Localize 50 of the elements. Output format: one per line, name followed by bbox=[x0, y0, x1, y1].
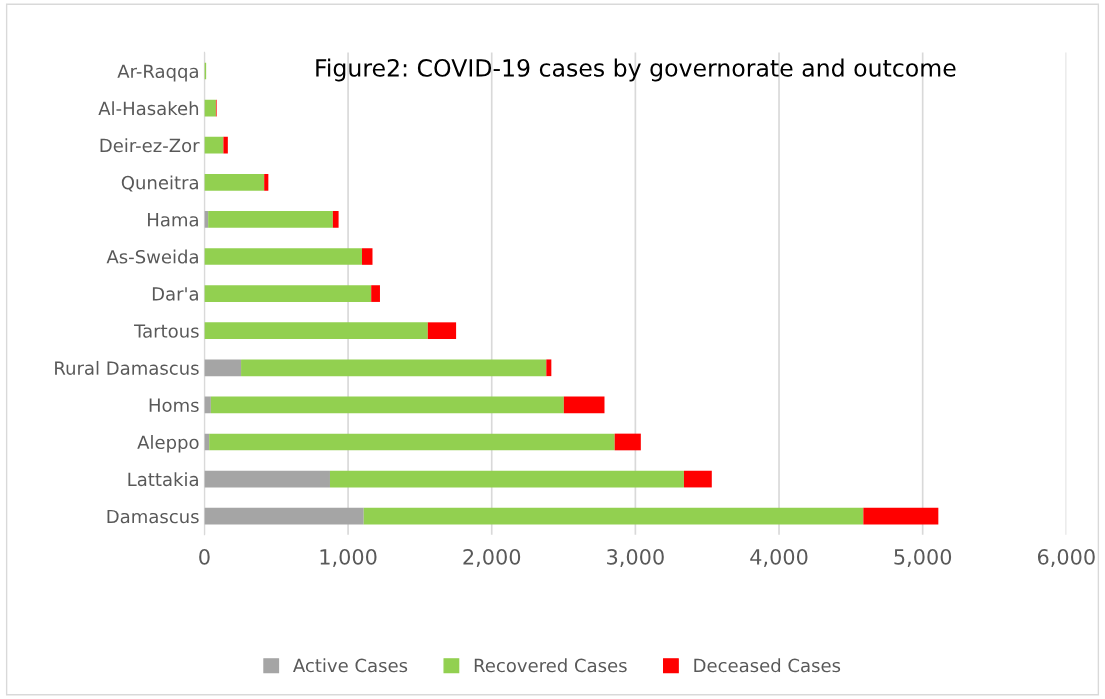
x-tick-label: 0 bbox=[199, 548, 210, 565]
bar bbox=[863, 507, 939, 525]
bar bbox=[427, 322, 457, 340]
y-tick-label: Damascus bbox=[107, 509, 199, 524]
y-tick-label: Homs bbox=[149, 398, 199, 412]
x-tick-label: 1,000 bbox=[320, 548, 377, 567]
bar bbox=[264, 173, 269, 191]
bar bbox=[204, 136, 224, 154]
x-tick-label: 4,000 bbox=[750, 548, 808, 567]
x-tick-label: 6,000 bbox=[1037, 548, 1095, 567]
bar bbox=[332, 211, 339, 228]
bar bbox=[204, 99, 216, 117]
bar bbox=[204, 470, 330, 488]
bar bbox=[208, 211, 333, 228]
y-tick-label: Aleppo bbox=[137, 435, 199, 453]
y-tick-label: Tartous bbox=[134, 324, 199, 338]
x-tick-label: 2,000 bbox=[463, 548, 521, 567]
bar bbox=[204, 507, 364, 525]
bar bbox=[371, 285, 380, 302]
bar bbox=[683, 470, 712, 488]
bar bbox=[223, 136, 228, 154]
bar bbox=[204, 285, 372, 302]
chart-title: Figure2: COVID-19 cases by governorate and outcome bbox=[316, 58, 956, 82]
y-tick-label: As-Sweida bbox=[106, 249, 198, 264]
y-tick-label: Ar-Raqqa bbox=[117, 64, 198, 82]
y-tick-label: Dar'a bbox=[152, 287, 198, 301]
bar bbox=[204, 248, 363, 265]
y-tick-label: Rural Damascus bbox=[55, 360, 199, 375]
legend-label: Active Cases bbox=[293, 658, 408, 673]
y-tick-label: Hama bbox=[148, 213, 198, 227]
bar bbox=[614, 433, 641, 451]
legend-label: Recovered Cases bbox=[474, 658, 627, 673]
legend-label: Deceased Cases bbox=[694, 658, 841, 673]
bar bbox=[563, 396, 605, 414]
x-tick-label: 3,000 bbox=[607, 548, 664, 567]
bar bbox=[210, 396, 564, 414]
bar bbox=[546, 359, 552, 377]
y-tick-label: Quneitra bbox=[121, 175, 198, 192]
bar bbox=[362, 248, 373, 265]
bar bbox=[209, 433, 615, 451]
bar bbox=[329, 470, 684, 488]
bar bbox=[241, 359, 547, 377]
y-tick-label: Deir-ez-Zor bbox=[100, 138, 200, 153]
bar bbox=[204, 322, 428, 340]
x-tick-label: 5,000 bbox=[894, 548, 952, 567]
bar bbox=[204, 359, 242, 377]
y-tick-label: Al-Hasakeh bbox=[98, 101, 199, 116]
bar bbox=[363, 507, 864, 525]
bar bbox=[204, 173, 265, 191]
y-tick-label: Lattakia bbox=[128, 472, 198, 487]
